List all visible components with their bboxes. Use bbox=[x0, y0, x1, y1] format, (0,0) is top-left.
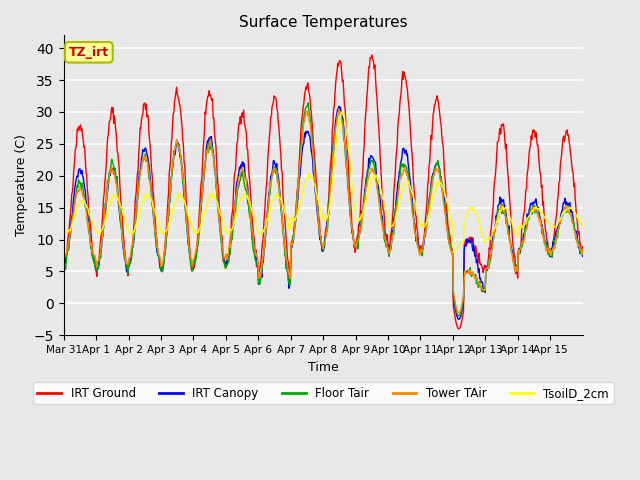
IRT Ground bbox=[242, 127, 250, 132]
TsoilD_2cm bbox=[216, 210, 224, 216]
Tower TAir bbox=[406, 190, 414, 195]
IRT Ground bbox=[455, 326, 463, 332]
Floor Tair bbox=[60, 261, 67, 267]
X-axis label: Time: Time bbox=[308, 360, 339, 373]
Tower TAir bbox=[216, 223, 224, 229]
Tower TAir bbox=[579, 246, 586, 252]
IRT Canopy bbox=[60, 264, 67, 270]
IRT Ground bbox=[406, 121, 414, 127]
Floor Tair bbox=[121, 254, 129, 260]
IRT Canopy bbox=[335, 104, 343, 109]
IRT Ground bbox=[216, 212, 224, 217]
Tower TAir bbox=[60, 252, 67, 258]
Line: TsoilD_2cm: TsoilD_2cm bbox=[63, 112, 582, 252]
TsoilD_2cm bbox=[261, 224, 269, 230]
TsoilD_2cm bbox=[449, 250, 457, 255]
TsoilD_2cm bbox=[338, 109, 346, 115]
Floor Tair bbox=[304, 100, 312, 106]
IRT Ground bbox=[121, 246, 129, 252]
Line: IRT Ground: IRT Ground bbox=[63, 55, 582, 329]
IRT Canopy bbox=[579, 253, 586, 259]
IRT Ground bbox=[377, 169, 385, 175]
IRT Canopy bbox=[377, 209, 385, 215]
Floor Tair bbox=[406, 187, 414, 192]
Text: TZ_irt: TZ_irt bbox=[69, 46, 109, 59]
TsoilD_2cm bbox=[121, 217, 129, 223]
TsoilD_2cm bbox=[242, 192, 250, 198]
Line: Tower TAir: Tower TAir bbox=[63, 109, 582, 313]
IRT Ground bbox=[369, 52, 376, 58]
Legend: IRT Ground, IRT Canopy, Floor Tair, Tower TAir, TsoilD_2cm: IRT Ground, IRT Canopy, Floor Tair, Towe… bbox=[33, 382, 614, 404]
Title: Surface Temperatures: Surface Temperatures bbox=[239, 15, 408, 30]
Tower TAir bbox=[335, 106, 343, 112]
Floor Tair bbox=[216, 228, 224, 233]
Floor Tair bbox=[455, 313, 463, 319]
IRT Ground bbox=[60, 261, 67, 266]
IRT Ground bbox=[261, 198, 269, 204]
Floor Tair bbox=[377, 210, 385, 216]
Y-axis label: Temperature (C): Temperature (C) bbox=[15, 134, 28, 236]
IRT Canopy bbox=[216, 224, 224, 229]
Tower TAir bbox=[261, 233, 269, 239]
Tower TAir bbox=[377, 216, 385, 221]
Floor Tair bbox=[242, 187, 250, 193]
Floor Tair bbox=[261, 238, 269, 243]
IRT Canopy bbox=[261, 237, 269, 242]
TsoilD_2cm bbox=[579, 223, 586, 228]
Line: Floor Tair: Floor Tair bbox=[63, 103, 582, 316]
Floor Tair bbox=[579, 249, 586, 254]
TsoilD_2cm bbox=[377, 187, 385, 192]
IRT Canopy bbox=[406, 177, 414, 182]
IRT Ground bbox=[579, 244, 586, 250]
Line: IRT Canopy: IRT Canopy bbox=[63, 107, 582, 319]
Tower TAir bbox=[455, 310, 463, 316]
TsoilD_2cm bbox=[60, 228, 67, 234]
IRT Canopy bbox=[121, 256, 129, 262]
TsoilD_2cm bbox=[406, 183, 414, 189]
IRT Canopy bbox=[455, 316, 463, 322]
Tower TAir bbox=[242, 177, 250, 183]
Tower TAir bbox=[121, 249, 129, 254]
IRT Canopy bbox=[242, 176, 250, 181]
